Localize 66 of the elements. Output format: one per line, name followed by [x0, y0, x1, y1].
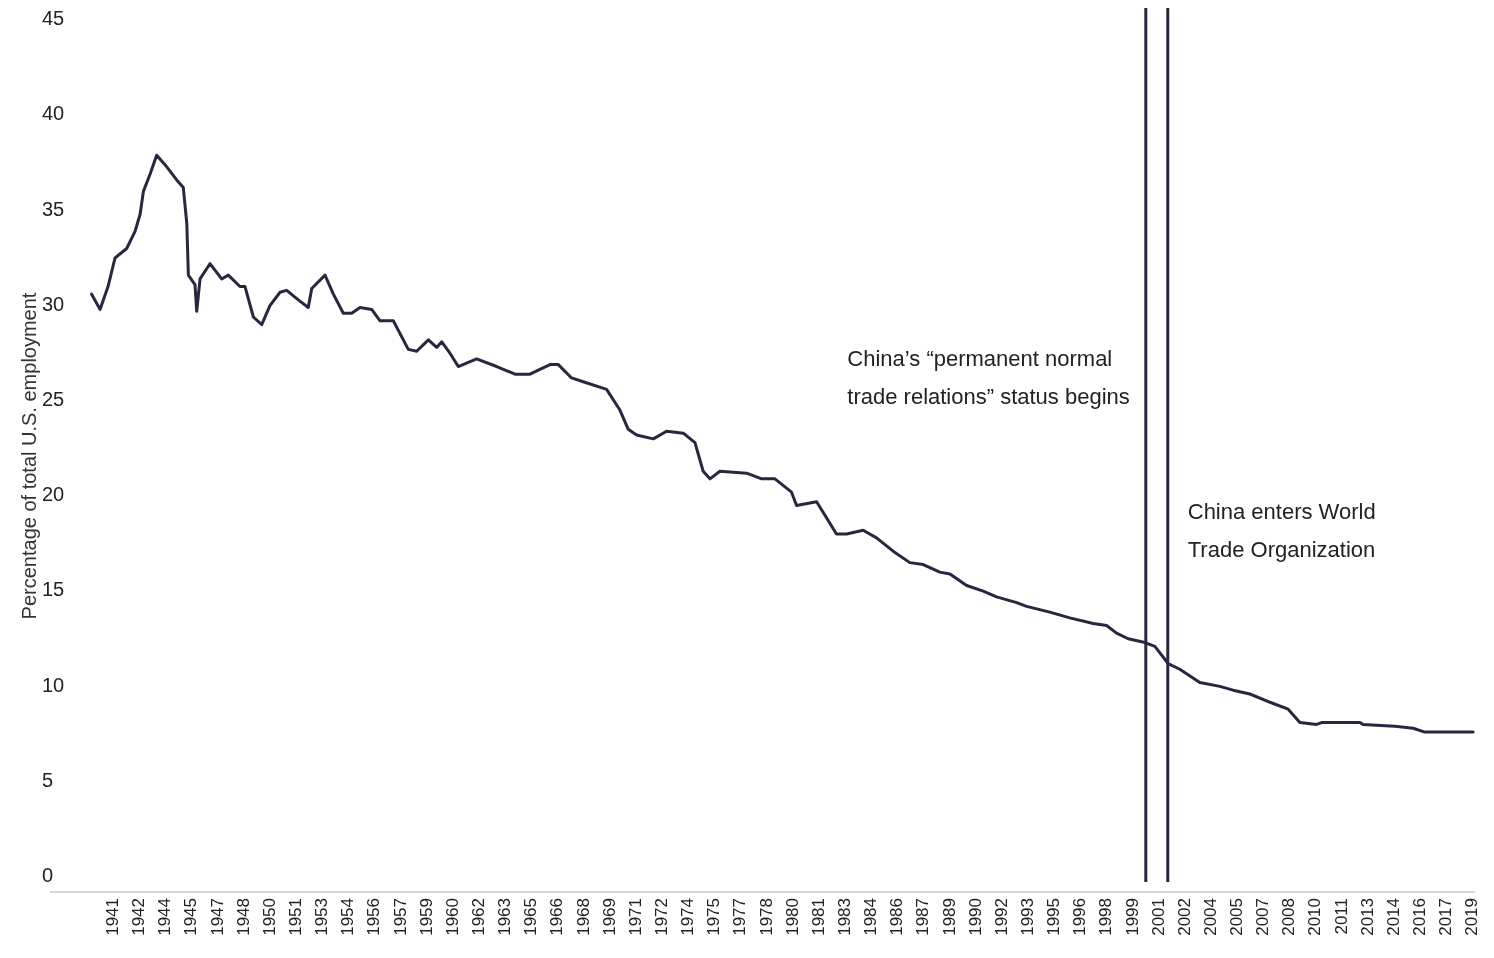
x-tick-label: 2013: [1357, 898, 1377, 936]
x-tick-label: 1947: [207, 898, 227, 936]
x-tick-label: 2004: [1200, 898, 1220, 936]
x-tick-label: 1987: [913, 898, 933, 936]
x-tick-label: 2014: [1383, 898, 1403, 936]
x-tick-label: 1954: [338, 898, 358, 936]
x-tick-label: 2001: [1148, 898, 1168, 936]
y-tick-label: 20: [42, 483, 65, 506]
y-axis-title: Percentage of total U.S. employment: [18, 292, 40, 620]
x-tick-label: 2007: [1253, 898, 1273, 936]
x-tick-label: 1966: [547, 898, 567, 936]
x-tick-label: 2011: [1331, 898, 1351, 935]
y-tick-label: 0: [42, 864, 54, 887]
x-tick-label: 1950: [259, 898, 279, 936]
y-tick-label: 30: [42, 292, 65, 315]
x-tick-label: 1959: [416, 898, 436, 936]
x-tick-label: 1974: [678, 898, 698, 936]
x-tick-label: 1968: [573, 898, 593, 936]
x-tick-label: 1977: [730, 898, 750, 936]
y-tick-label: 35: [42, 197, 65, 220]
x-tick-label: 1989: [939, 898, 959, 936]
x-tick-label: 1965: [521, 898, 541, 936]
x-tick-label: 1996: [1070, 898, 1090, 936]
y-tick-label: 45: [42, 7, 65, 30]
x-tick-label: 2016: [1410, 898, 1430, 936]
x-tick-label: 1986: [887, 898, 907, 936]
x-tick-label: 2017: [1436, 898, 1456, 936]
x-tick-label: 1944: [155, 898, 175, 936]
x-tick-label: 1957: [390, 898, 410, 936]
x-tick-label: 1960: [442, 898, 462, 936]
x-tick-label: 1984: [861, 898, 881, 936]
x-tick-label: 1993: [1017, 898, 1037, 936]
x-tick-label: 1951: [286, 898, 306, 936]
y-tick-label: 10: [42, 673, 65, 696]
x-tick-label: 1962: [469, 898, 489, 936]
x-tick-label: 1956: [364, 898, 384, 936]
x-tick-label: 1941: [103, 898, 123, 936]
x-tick-label: 1995: [1044, 898, 1064, 936]
x-tick-label: 1945: [181, 898, 201, 936]
y-tick-label: 15: [42, 578, 65, 601]
x-tick-label: 1948: [233, 898, 253, 936]
annotation: China enters World Trade Organization: [1187, 498, 1376, 562]
x-tick-label: 1975: [704, 898, 724, 936]
x-tick-label: 1980: [782, 898, 802, 936]
x-tick-label: 1963: [495, 898, 515, 936]
x-tick-label: 2010: [1305, 898, 1325, 936]
x-tick-label: 2019: [1462, 898, 1482, 936]
x-tick-label: 1981: [808, 898, 828, 936]
x-tick-label: 2002: [1174, 898, 1194, 936]
x-tick-label: 2005: [1227, 898, 1247, 936]
x-tick-label: 1983: [834, 898, 854, 936]
y-tick-label: 40: [42, 102, 65, 125]
x-tick-label: 1999: [1122, 898, 1142, 936]
x-tick-label: 1978: [756, 898, 776, 936]
x-tick-label: 1972: [651, 898, 671, 936]
y-tick-label: 25: [42, 388, 65, 411]
x-tick-label: 1998: [1096, 898, 1116, 936]
x-tick-label: 1971: [625, 898, 645, 936]
x-tick-label: 1990: [965, 898, 985, 936]
x-tick-label: 2008: [1279, 898, 1299, 936]
x-tick-label: 1992: [991, 898, 1011, 936]
annotation: China’s “permanent normal trade relations” status begins: [847, 345, 1130, 409]
x-tick-label: 1942: [129, 898, 149, 936]
x-tick-label: 1953: [312, 898, 332, 936]
y-tick-label: 5: [42, 768, 54, 791]
x-tick-label: 1969: [599, 898, 619, 936]
